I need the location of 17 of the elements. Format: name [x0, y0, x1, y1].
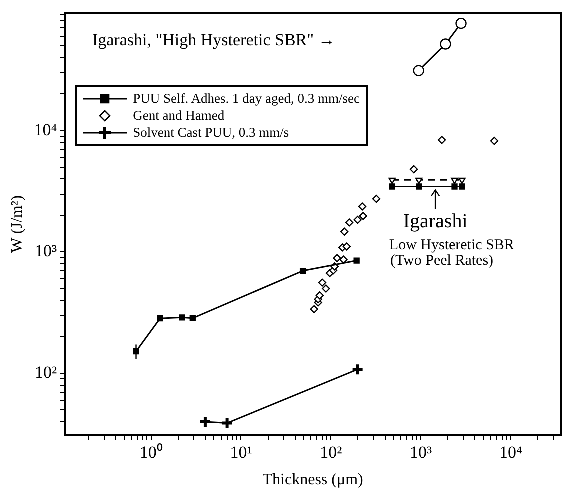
legend-label: Solvent Cast PUU, 0.3 mm/s: [133, 124, 290, 142]
annotation: Igarashi: [403, 210, 468, 232]
x-axis-title: Thickness (μm): [262, 472, 364, 489]
legend-label: PUU Self. Adhes. 1 day aged, 0.3 mm/sec: [133, 90, 360, 108]
y-tick-label: 10³: [35, 242, 58, 261]
legend-label: Gent and Hamed: [133, 107, 225, 124]
y-tick-label: 10⁴: [34, 120, 58, 140]
x-tick-label: 10⁴: [500, 443, 523, 462]
x-tick-label: 10²: [320, 443, 342, 462]
y-tick-label: 10²: [35, 363, 58, 382]
x-tick-label: 10³: [410, 443, 432, 462]
x-tick-label: 10⁰: [140, 443, 163, 462]
annotation: Low Hysteretic SBR: [389, 237, 514, 254]
annotation: Igarashi, "High Hysteretic SBR" →: [92, 30, 336, 50]
y-axis-title: W (J/m²): [8, 196, 26, 253]
annotation: (Two Peel Rates): [390, 252, 494, 269]
x-tick-label: 10¹: [230, 443, 252, 462]
